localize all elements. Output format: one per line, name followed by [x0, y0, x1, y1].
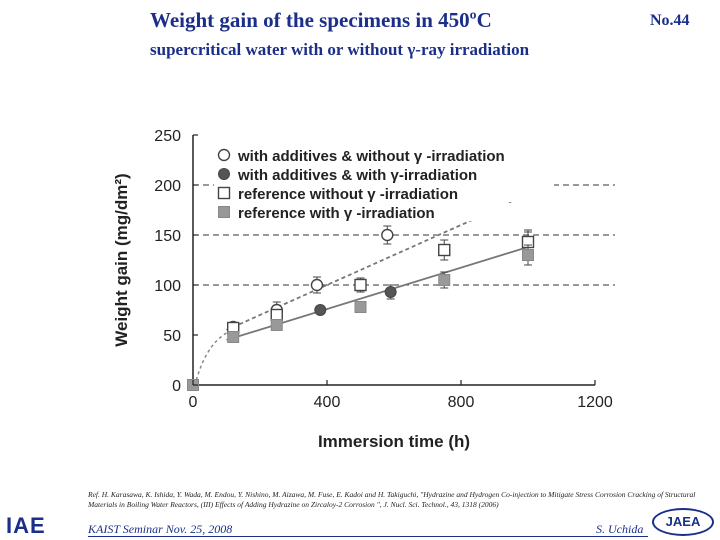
legend-marker-1 [217, 148, 231, 162]
slide-number: No.44 [650, 12, 690, 29]
data-point-series-2 [384, 286, 397, 298]
legend-background [214, 184, 554, 202]
author-label: S. Uchida [596, 522, 644, 536]
y-axis-label: Weight gain (mg/dm²) [112, 173, 131, 346]
svg-text:IAE: IAE [6, 513, 46, 537]
data-point-series-4 [438, 274, 451, 286]
legend-marker-3 [217, 186, 231, 200]
legend-label-1: with additives & without γ -irradiation [237, 148, 505, 165]
legend: with additives & without γ -irradiation w… [214, 146, 554, 222]
trend-curve-early [195, 332, 227, 381]
x-tick-label: 800 [448, 394, 475, 411]
data-point-series-3 [354, 278, 367, 292]
iae-logo: IAE [2, 513, 64, 537]
data-point-series-1 [310, 278, 324, 292]
legend-label-2: with additives & with γ-irradiation [237, 167, 477, 184]
plot-area [192, 135, 595, 386]
y-tick-label: 150 [154, 228, 181, 245]
legend-marker-2 [218, 168, 230, 180]
legend-label-3: reference without γ -irradiation [238, 186, 458, 203]
axis-ticks: 0 400 800 1200 0 50 100 150 200 250 [154, 128, 613, 411]
y-tick-label: 200 [154, 178, 181, 195]
data-point-series-4 [227, 331, 240, 343]
y-tick-label: 250 [154, 128, 181, 145]
slide-title: Weight gain of the specimens in 450ºC [150, 8, 492, 32]
data-point-series-3 [438, 243, 451, 257]
y-tick-label: 100 [154, 278, 181, 295]
legend-background [214, 146, 554, 164]
footer-divider [88, 536, 648, 537]
seminar-label: KAIST Seminar Nov. 25, 2008 [88, 522, 233, 536]
reference-citation: Ref. H. Karasawa, K. Ishida, Y. Wada, M.… [88, 490, 696, 509]
legend-marker-4 [218, 206, 230, 218]
legend-background [214, 203, 554, 221]
jaea-logo-ring [652, 508, 714, 536]
y-tick-label: 50 [163, 328, 181, 345]
y-tick-label: 0 [172, 378, 181, 395]
data-points [187, 225, 535, 391]
legend-label-4: reference with γ -irradiation [238, 205, 435, 222]
weight-gain-chart: 0 400 800 1200 0 50 100 150 200 250 Immersion tim… [112, 128, 615, 451]
data-point-series-2 [314, 304, 327, 316]
data-point-series-4 [522, 249, 534, 261]
slide-subtitle: supercritical water with or without γ-ra… [150, 40, 530, 59]
x-axis-label: Immersion time (h) [318, 432, 470, 451]
data-point-series-4 [270, 319, 283, 331]
data-point-series-4 [354, 301, 367, 313]
data-point-series-1 [381, 228, 394, 242]
jaea-logo-text: JAEA [665, 514, 701, 529]
jaea-logo: JAEA [652, 508, 716, 538]
x-tick-label: 1200 [577, 394, 613, 411]
x-tick-label: 0 [189, 394, 198, 411]
legend-background [214, 165, 554, 183]
data-point-series-3 [270, 308, 283, 322]
x-tick-label: 400 [314, 394, 341, 411]
